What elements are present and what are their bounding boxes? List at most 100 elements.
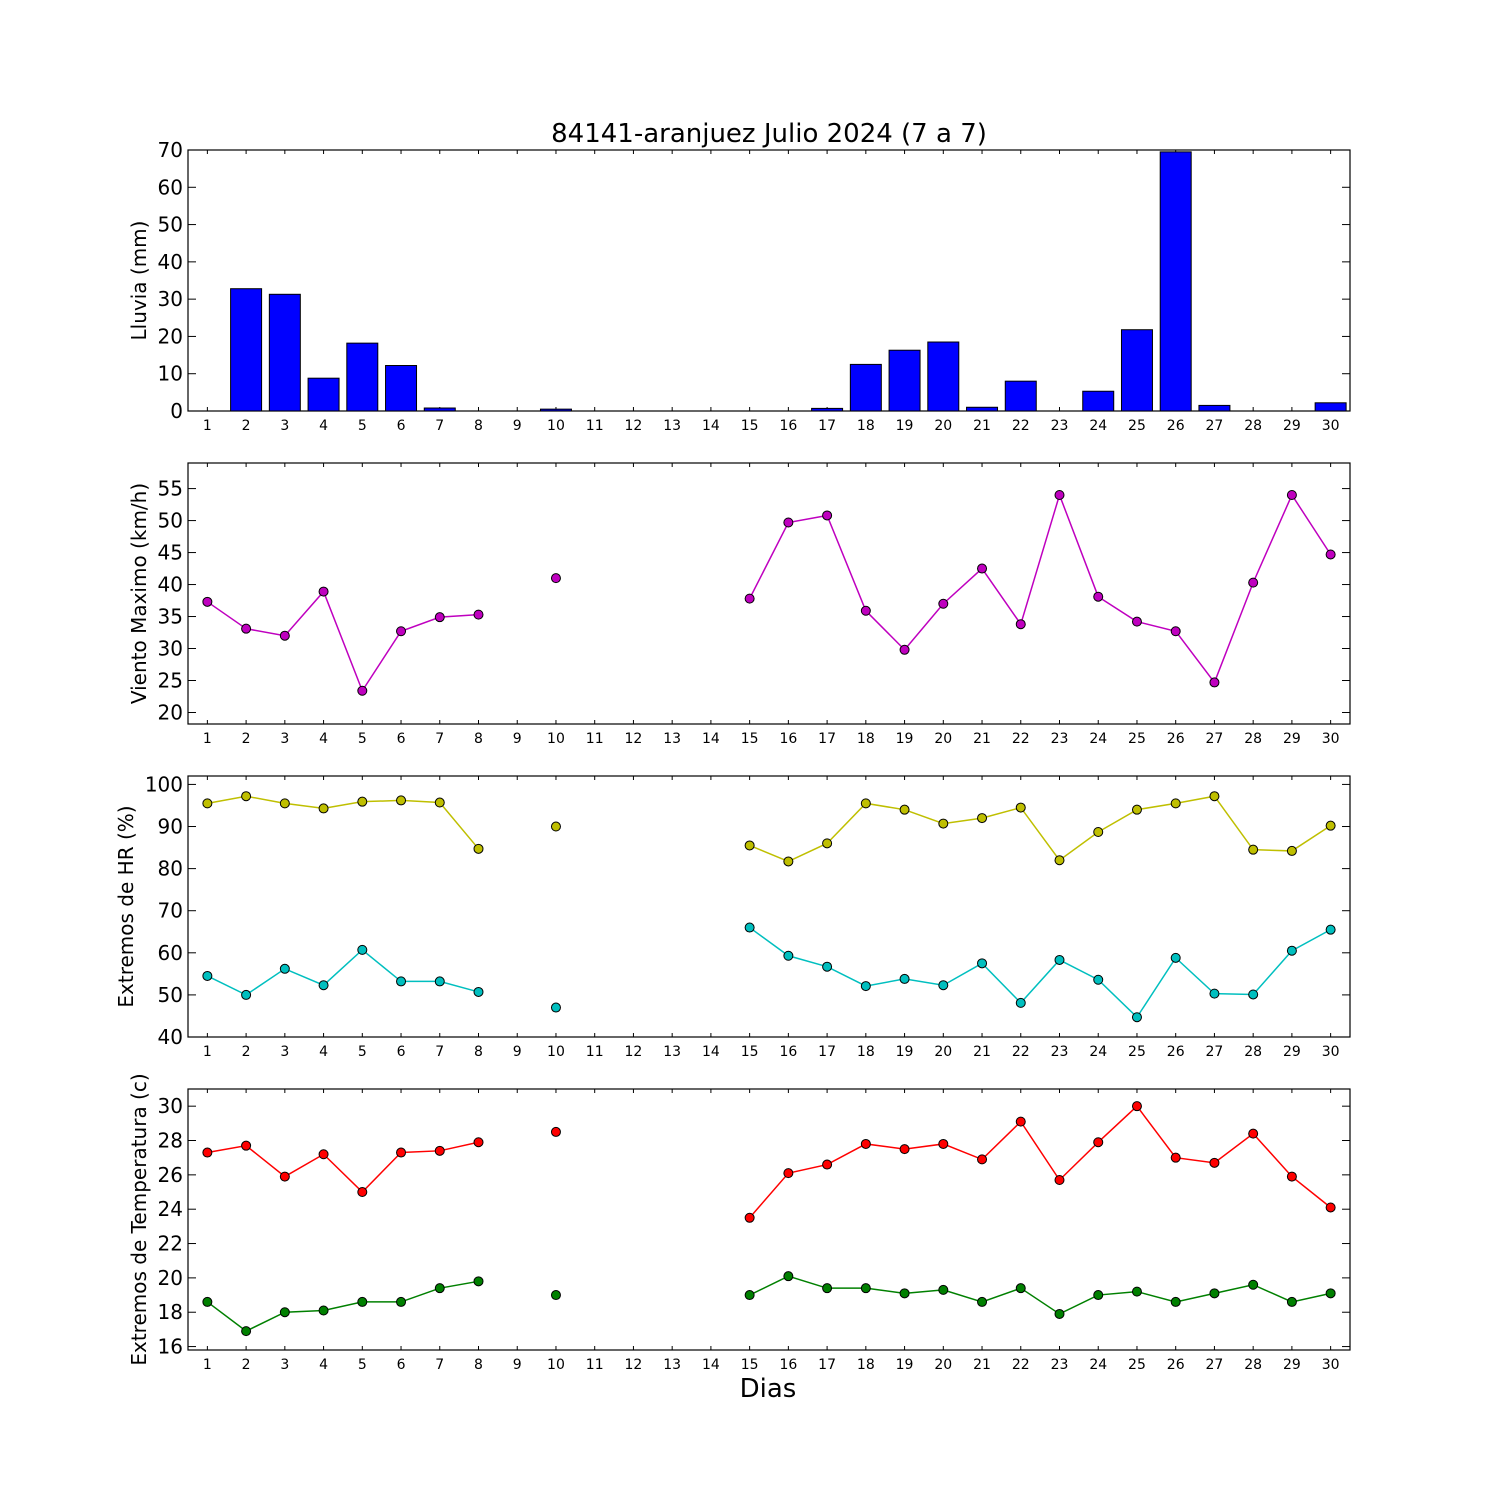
bar-day-7 (423, 407, 456, 412)
point-day-10 (550, 1002, 561, 1013)
bar-day-21 (966, 406, 999, 412)
ytick-label: 90 (158, 815, 183, 839)
xtick-label: 20 (934, 418, 952, 434)
xtick-label: 12 (625, 1357, 643, 1373)
xtick-label: 6 (397, 731, 406, 747)
point-day-29 (1286, 489, 1297, 500)
point-day-1 (202, 596, 213, 607)
bar-day-5 (346, 342, 379, 412)
xtick-label: 21 (973, 418, 991, 434)
ytick-label: 40 (158, 1025, 183, 1049)
point-day-20 (938, 1284, 949, 1295)
point-day-25 (1131, 616, 1142, 627)
xtick-label: 25 (1128, 1044, 1146, 1060)
point-day-7 (434, 612, 445, 623)
xtick-label: 10 (547, 1044, 565, 1060)
xtick-label: 22 (1012, 731, 1030, 747)
bar-day-4 (307, 377, 340, 412)
xtick-label: 2 (242, 418, 251, 434)
xtick-label: 27 (1206, 1357, 1224, 1373)
point-day-29 (1286, 945, 1297, 956)
point-day-7 (434, 1145, 445, 1156)
point-day-24 (1093, 1290, 1104, 1301)
xtick-label: 5 (358, 731, 367, 747)
ytick-label: 100 (145, 772, 183, 796)
xtick-label: 16 (779, 731, 797, 747)
series-line-segment (749, 1275, 1331, 1315)
point-day-20 (938, 1138, 949, 1149)
xtick-label: 12 (625, 418, 643, 434)
point-day-8 (473, 1276, 484, 1287)
point-day-4 (318, 1305, 329, 1316)
series-line-segment (748, 492, 1332, 684)
point-day-22 (1015, 802, 1026, 813)
xtick-label: 24 (1089, 418, 1107, 434)
series-line-segment (207, 795, 480, 850)
xtick-label: 7 (435, 731, 444, 747)
xtick-label: 13 (663, 1357, 681, 1373)
point-day-15 (744, 840, 755, 851)
xtick-label: 27 (1206, 418, 1224, 434)
point-day-8 (473, 609, 484, 620)
point-day-7 (434, 797, 445, 808)
xtick-label: 6 (397, 418, 406, 434)
point-day-24 (1093, 826, 1104, 837)
xtick-label: 19 (896, 1044, 914, 1060)
point-day-26 (1170, 952, 1181, 963)
xtick-label: 4 (319, 1044, 328, 1060)
bar-day-6 (385, 365, 418, 412)
point-day-16 (783, 1168, 794, 1179)
bar-day-22 (1004, 380, 1037, 412)
xtick-label: 15 (741, 1357, 759, 1373)
xtick-label: 2 (242, 1357, 251, 1373)
xtick-label: 7 (435, 1044, 444, 1060)
point-day-23 (1054, 489, 1065, 500)
point-day-6 (396, 1296, 407, 1307)
series-temperatura-max (202, 1101, 1336, 1223)
xtick-label: 28 (1244, 1044, 1262, 1060)
point-day-26 (1170, 626, 1181, 637)
xtick-label: 16 (779, 1044, 797, 1060)
xtick-label: 18 (857, 1357, 875, 1373)
xtick-label: 25 (1128, 1357, 1146, 1373)
point-day-22 (1015, 997, 1026, 1008)
xtick-label: 23 (1051, 731, 1069, 747)
series-line-segment (749, 926, 1331, 1019)
xtick-label: 2 (242, 1044, 251, 1060)
xtick-label: 21 (973, 1044, 991, 1060)
series-line-segment (206, 590, 479, 693)
point-day-23 (1054, 954, 1065, 965)
ytick-label: 80 (158, 857, 183, 881)
ytick-label: 40 (158, 573, 183, 597)
xtick-label: 14 (702, 1044, 720, 1060)
xtick-label: 12 (625, 731, 643, 747)
ytick-label: 20 (158, 700, 183, 724)
xtick-label: 1 (203, 1044, 212, 1060)
ytick-label: 26 (158, 1163, 183, 1187)
xtick-label: 19 (896, 1357, 914, 1373)
point-day-16 (783, 1271, 794, 1282)
point-day-6 (396, 626, 407, 637)
point-day-24 (1093, 1137, 1104, 1148)
point-day-28 (1248, 1279, 1259, 1290)
point-day-18 (860, 605, 871, 616)
bar-day-20 (927, 341, 960, 412)
ytick-label: 28 (158, 1129, 183, 1153)
point-day-29 (1286, 1296, 1297, 1307)
point-day-17 (822, 510, 833, 521)
ytick-label: 30 (158, 287, 183, 311)
point-day-30 (1325, 1202, 1336, 1213)
point-day-18 (860, 1138, 871, 1149)
chart-title: 84141-aranjuez Julio 2024 (7 a 7) (551, 119, 987, 149)
point-day-26 (1170, 1296, 1181, 1307)
xtick-label: 30 (1322, 418, 1340, 434)
xtick-label: 22 (1012, 418, 1030, 434)
xtick-label: 23 (1051, 1357, 1069, 1373)
point-day-2 (241, 1140, 252, 1151)
point-day-21 (977, 1296, 988, 1307)
point-day-6 (396, 795, 407, 806)
point-day-8 (473, 1137, 484, 1148)
